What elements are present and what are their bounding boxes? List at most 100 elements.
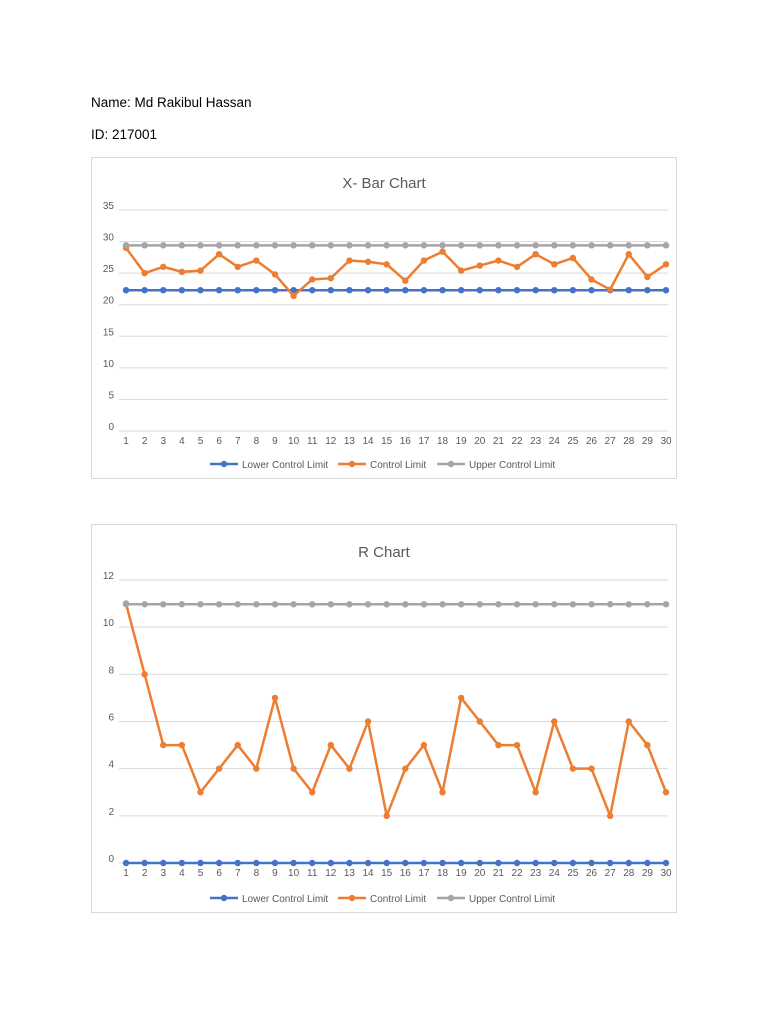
- xbar-point-upper: [383, 242, 390, 249]
- rchart-ytick-label: 12: [103, 571, 115, 582]
- rchart-point-upper: [402, 601, 409, 608]
- xbar-legend-marker-upper: [447, 460, 455, 468]
- rchart-xtick-label: 16: [400, 868, 412, 879]
- xbar-point-lower: [569, 286, 577, 294]
- xbar-point-control: [551, 261, 558, 268]
- xbar-point-control: [662, 261, 670, 268]
- xbar-xtick-label: 23: [530, 436, 542, 447]
- xbar-point-lower: [588, 286, 595, 294]
- xbar-point-upper: [141, 242, 148, 249]
- xbar-point-upper: [122, 242, 130, 249]
- xbar-point-upper: [551, 242, 558, 249]
- rchart-xtick-label: 25: [567, 868, 579, 879]
- xbar-xtick-label: 5: [198, 436, 204, 447]
- rchart-xtick-label: 28: [623, 868, 635, 879]
- xbar-ytick-label: 0: [108, 422, 114, 433]
- xbar-point-lower: [364, 286, 372, 294]
- rchart-xtick-label: 13: [344, 868, 356, 879]
- rchart-point-upper: [141, 601, 148, 608]
- rchart-xtick-label: 17: [418, 868, 430, 879]
- xbar-series-line-control: [124, 247, 667, 298]
- rchart-title: R Chart: [358, 544, 411, 561]
- xbar-point-upper: [606, 242, 614, 249]
- rchart-point-lower: [476, 859, 483, 867]
- rchart-point-control: [215, 765, 223, 772]
- xbar-point-control: [569, 254, 577, 262]
- xbar-ytick-label: 5: [108, 390, 114, 401]
- rchart-point-control: [141, 671, 148, 678]
- xbar-point-lower: [141, 286, 148, 294]
- rchart-point-lower: [383, 859, 390, 867]
- rchart-gridlines: [119, 579, 668, 864]
- rchart-xtick-label: 12: [325, 868, 337, 879]
- rchart-point-control: [495, 741, 502, 749]
- rchart-xtick-label: 19: [456, 868, 468, 879]
- xbar-point-lower: [532, 286, 539, 294]
- xbar-point-lower: [662, 286, 670, 294]
- xbar-point-lower: [271, 286, 279, 294]
- xbar-point-upper: [346, 242, 353, 249]
- rchart-point-upper: [290, 601, 297, 608]
- rchart-ytick-label: 6: [108, 713, 114, 724]
- rchart-point-upper: [234, 601, 241, 608]
- rchart-point-lower: [290, 859, 297, 867]
- rchart-point-lower: [215, 859, 223, 867]
- xbar-point-upper: [457, 242, 465, 249]
- xbar-point-upper: [309, 242, 316, 249]
- rchart-legend-label: Upper Control Limit: [469, 894, 555, 905]
- rchart-point-control: [551, 718, 558, 725]
- xbar-xtick-label: 1: [123, 436, 129, 447]
- rchart-xtick-label: 3: [160, 868, 166, 879]
- xbar-point-lower: [625, 286, 632, 294]
- xbar-point-lower: [457, 286, 465, 294]
- rchart-xtick-label: 26: [586, 868, 598, 879]
- rchart-point-upper: [309, 601, 316, 608]
- xbar-point-lower: [215, 286, 223, 294]
- xbar-xtick-label: 21: [493, 436, 505, 447]
- rchart-ytick-label: 0: [108, 854, 114, 865]
- rchart-point-upper: [606, 601, 614, 608]
- xbar-point-control: [383, 261, 390, 268]
- rchart-point-upper: [662, 601, 670, 608]
- rchart-point-upper: [215, 601, 223, 608]
- xbar-point-control: [141, 269, 148, 277]
- rchart-point-upper: [495, 601, 502, 608]
- rchart-point-lower: [178, 859, 186, 867]
- xbar-point-upper: [197, 242, 204, 249]
- xbar-legend-label: Control Limit: [370, 460, 426, 471]
- xbar-point-control: [290, 292, 297, 300]
- rchart-point-lower: [457, 859, 465, 867]
- xbar-point-upper: [662, 242, 670, 249]
- rchart-point-lower: [122, 859, 130, 867]
- xbar-point-control: [178, 268, 186, 276]
- xbar-ytick-label: 20: [103, 296, 115, 307]
- xbar-point-control: [271, 271, 279, 278]
- rchart-point-lower: [532, 859, 539, 867]
- xbar-xtick-label: 28: [623, 436, 635, 447]
- xbar-legend-label: Lower Control Limit: [242, 460, 328, 471]
- xbar-point-upper: [234, 242, 241, 249]
- rchart-point-lower: [513, 859, 521, 867]
- xbar-legend-label: Upper Control Limit: [469, 460, 555, 471]
- xbar-ytick-label: 15: [103, 327, 115, 338]
- xbar-xtick-label: 25: [567, 436, 579, 447]
- rchart-point-control: [271, 694, 279, 702]
- xbar-point-upper: [513, 242, 521, 249]
- xbar-point-control: [160, 263, 167, 271]
- rchart-point-upper: [197, 601, 204, 608]
- xbar-point-control: [309, 276, 316, 283]
- xbar-point-lower: [513, 286, 521, 294]
- xbar-point-control: [625, 251, 632, 258]
- xbar-point-upper: [178, 242, 186, 249]
- rchart-legend-marker-lower: [220, 894, 228, 902]
- rchart-point-upper: [122, 601, 130, 608]
- rchart-point-control: [625, 718, 632, 725]
- rchart-point-control: [457, 694, 465, 702]
- rchart-point-upper: [476, 601, 483, 608]
- xbar-xtick-label: 8: [254, 436, 260, 447]
- rchart-point-lower: [439, 859, 446, 867]
- xbar-xtick-label: 29: [642, 436, 654, 447]
- rchart-ytick-label: 10: [103, 618, 115, 629]
- xbar-point-upper: [253, 242, 260, 249]
- xbar-point-upper: [439, 242, 446, 249]
